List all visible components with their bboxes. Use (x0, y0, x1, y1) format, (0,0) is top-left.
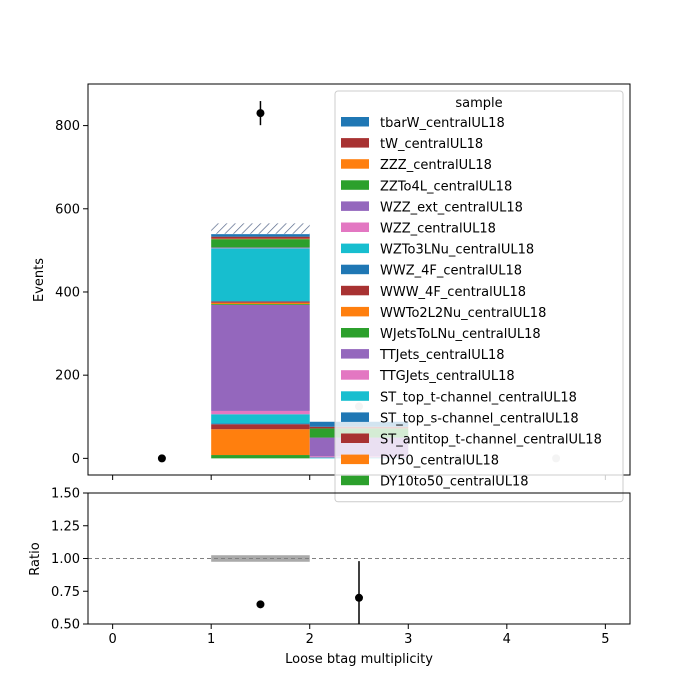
mc-uncertainty-hatch (211, 223, 310, 234)
ratio-y-tick-label-1: 0.75 (51, 585, 80, 600)
legend-label-2: ZZZ_centralUL18 (380, 158, 492, 173)
legend-label-3: ZZTo4L_centralUL18 (380, 179, 512, 194)
legend-swatch-14 (341, 412, 369, 422)
stack-segment-bin1-3 (211, 423, 310, 425)
stack-segment-bin1-4 (211, 414, 310, 424)
stack-segment-bin1-0 (211, 455, 310, 459)
legend-label-11: TTJets_centralUL18 (379, 348, 505, 363)
ratio-y-tick-label-3: 1.25 (51, 519, 80, 534)
legend-box (334, 90, 624, 503)
legend-swatch-4 (341, 201, 369, 211)
main-y-axis-label: Events (32, 258, 47, 302)
ratio-uncertainty-band (211, 555, 310, 562)
ratio-y-tick-label-2: 1.00 (51, 552, 80, 567)
stack-segment-bin1-16 (211, 236, 310, 239)
legend-label-0: tbarW_centralUL18 (380, 116, 505, 131)
stack-segment-bin1-9 (211, 301, 310, 303)
legend-label-8: WWW_4F_centralUL18 (380, 285, 526, 300)
stack-segment-bin1-1 (211, 429, 310, 456)
legend-label-16: DY50_centralUL18 (380, 454, 499, 469)
legend-swatch-15 (341, 433, 369, 443)
ratio-plot-area (88, 555, 630, 624)
legend-label-4: WZZ_ext_centralUL18 (380, 200, 523, 215)
ratio-y-tick-label-4: 1.50 (51, 487, 80, 502)
ratio-y-tick-label-0: 0.50 (51, 618, 80, 633)
legend-label-5: WZZ_centralUL18 (380, 222, 496, 237)
legend-label-15: ST_antitop_t-channel_centralUL18 (380, 433, 602, 448)
legend-label-1: tW_centralUL18 (380, 137, 483, 152)
legend-title: sample (455, 96, 502, 111)
legend-swatch-10 (341, 328, 369, 338)
ratio-x-tick-label-2: 2 (306, 632, 314, 647)
x-axis-label: Loose btag multiplicity (285, 652, 433, 667)
legend-swatch-1 (341, 138, 369, 148)
stack-segment-bin1-6 (211, 304, 310, 411)
legend-label-14: ST_top_s-channel_centralUL18 (380, 411, 579, 426)
legend: sample tbarW_centralUL18 tW_centralUL18 ZZZ… (334, 90, 624, 503)
legend-swatch-6 (341, 243, 369, 254)
stack-segment-bin1-7 (211, 304, 310, 305)
legend-swatch-8 (341, 285, 369, 296)
legend-swatch-2 (341, 159, 369, 169)
legend-label-7: WWZ_4F_centralUL18 (380, 264, 522, 279)
stack-segment-bin1-14 (211, 239, 310, 248)
legend-label-9: WWTo2L2Nu_centralUL18 (380, 306, 546, 321)
ratio-y-ticks: 0.50 0.75 1.00 1.25 1.50 (51, 487, 88, 633)
legend-swatch-0 (341, 117, 369, 127)
legend-swatch-7 (341, 264, 369, 275)
legend-label-17: DY10to50_centralUL18 (380, 475, 529, 490)
ratio-x-tick-label-0: 0 (108, 632, 116, 647)
legend-swatch-13 (341, 391, 369, 401)
legend-swatch-11 (341, 349, 369, 359)
legend-swatch-3 (341, 180, 369, 190)
data-point-1 (256, 109, 265, 118)
main-y-tick-label-2: 400 (55, 285, 80, 300)
stack-segment-bin1-17 (211, 234, 310, 237)
ratio-point-1 (355, 593, 363, 602)
ratio-x-tick-label-5: 5 (601, 632, 609, 647)
legend-label-10: WJetsToLNu_centralUL18 (380, 327, 541, 342)
ratio-x-tick-label-3: 3 (404, 632, 412, 647)
ratio-point-0 (256, 600, 265, 609)
main-y-tick-label-3: 600 (55, 202, 80, 217)
ratio-x-ticks: 0 1 2 3 4 5 (108, 624, 610, 647)
data-point-0 (157, 454, 166, 463)
main-y-tick-label-4: 800 (55, 119, 80, 134)
main-y-tick-label-1: 200 (55, 369, 80, 384)
legend-label-12: TTGJets_centralUL18 (379, 369, 515, 384)
ratio-y-axis-label: Ratio (28, 542, 43, 575)
ratio-x-tick-label-4: 4 (503, 632, 511, 647)
ratio-x-tick-label-1: 1 (207, 632, 215, 647)
legend-label-13: ST_top_t-channel_centralUL18 (380, 390, 577, 405)
legend-swatch-17 (341, 475, 369, 486)
stack-segment-bin1-2 (211, 424, 310, 430)
legend-swatch-12 (341, 370, 369, 380)
legend-swatch-16 (341, 454, 369, 465)
stack-segment-bin1-11 (211, 248, 310, 302)
legend-swatch-9 (341, 306, 369, 317)
main-panel: 0 200 400 600 800 Events sample tbarW_central… (32, 83, 631, 503)
legend-swatch-5 (341, 222, 369, 232)
legend-label-6: WZTo3LNu_centralUL18 (380, 243, 534, 258)
main-y-ticks: 0 200 400 600 800 (55, 119, 88, 467)
stack-segment-bin1-8 (211, 302, 310, 305)
ratio-panel: 0.50 0.75 1.00 1.25 1.50 0 1 2 3 4 5 Ratio Loose … (28, 487, 631, 667)
main-y-tick-label-0: 0 (72, 452, 80, 467)
stack-segment-bin1-5 (211, 410, 310, 415)
